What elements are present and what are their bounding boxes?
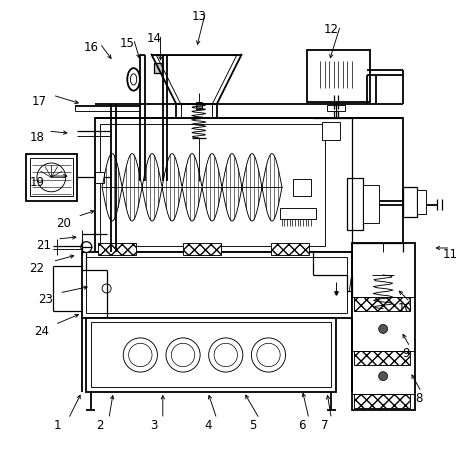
Text: 18: 18	[29, 131, 45, 144]
Circle shape	[81, 242, 92, 253]
Text: 1: 1	[54, 419, 61, 432]
Circle shape	[102, 284, 111, 293]
Bar	[363, 185, 379, 223]
Text: 8: 8	[415, 392, 423, 405]
Text: 7: 7	[321, 419, 328, 432]
Bar	[82, 253, 352, 318]
Bar	[154, 63, 162, 73]
Bar	[417, 189, 426, 214]
Circle shape	[379, 324, 388, 333]
Text: 15: 15	[119, 37, 134, 50]
Bar	[293, 179, 311, 196]
Bar	[354, 351, 410, 365]
Circle shape	[379, 372, 388, 381]
Bar	[86, 318, 336, 392]
Text: 6: 6	[299, 419, 306, 432]
Ellipse shape	[128, 68, 140, 91]
Text: 12: 12	[324, 23, 339, 37]
Circle shape	[37, 163, 66, 192]
Bar	[196, 102, 202, 109]
Text: 20: 20	[56, 217, 72, 230]
Bar	[98, 244, 136, 255]
Bar	[352, 244, 415, 410]
Text: 3: 3	[150, 419, 157, 432]
Text: 10: 10	[398, 302, 413, 315]
Ellipse shape	[130, 74, 137, 85]
Bar	[354, 298, 410, 311]
Text: 13: 13	[191, 10, 206, 23]
Text: 11: 11	[443, 248, 458, 261]
Bar	[91, 322, 331, 387]
Bar	[183, 244, 221, 255]
Bar	[354, 394, 410, 408]
Bar	[86, 257, 347, 313]
Text: 14: 14	[146, 32, 161, 46]
Text: 21: 21	[36, 239, 51, 252]
Bar	[95, 172, 104, 183]
Text: 9: 9	[402, 347, 410, 360]
Bar	[313, 55, 363, 95]
Bar	[30, 158, 73, 196]
Bar	[347, 178, 363, 230]
Text: 19: 19	[29, 176, 45, 189]
Text: 2: 2	[96, 419, 104, 432]
Text: 5: 5	[249, 419, 256, 432]
Bar	[403, 187, 417, 216]
Text: 17: 17	[32, 95, 46, 108]
Bar	[318, 59, 358, 91]
Text: 16: 16	[83, 41, 99, 55]
Bar	[271, 244, 309, 255]
Bar	[322, 122, 340, 140]
Text: 22: 22	[29, 262, 45, 275]
Bar	[307, 50, 370, 102]
Text: 24: 24	[34, 325, 49, 338]
Bar	[26, 153, 77, 201]
Bar	[280, 207, 316, 219]
Bar	[100, 124, 325, 246]
Bar	[95, 118, 403, 253]
Bar	[327, 106, 345, 111]
Text: 23: 23	[38, 293, 54, 306]
Text: 4: 4	[204, 419, 211, 432]
